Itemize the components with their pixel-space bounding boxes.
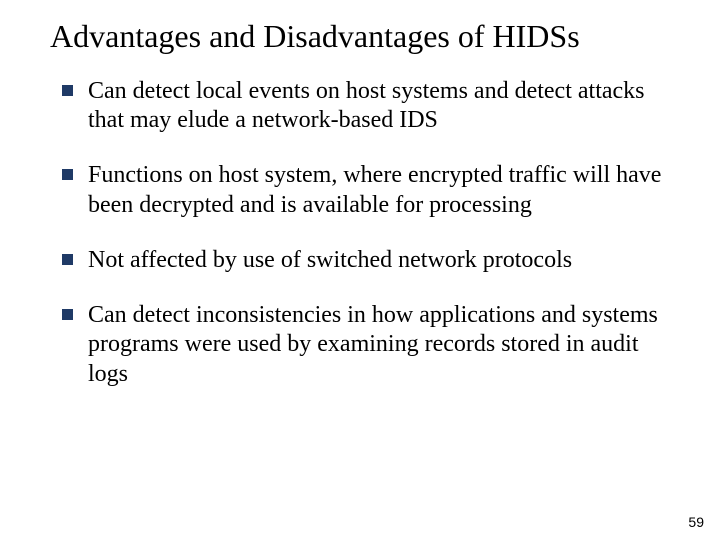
list-item: Not affected by use of switched network … xyxy=(62,246,680,275)
list-item: Functions on host system, where encrypte… xyxy=(62,161,680,220)
list-item: Can detect inconsistencies in how applic… xyxy=(62,301,680,389)
slide: Advantages and Disadvantages of HIDSs Ca… xyxy=(0,0,720,540)
slide-title: Advantages and Disadvantages of HIDSs xyxy=(50,18,680,55)
page-number: 59 xyxy=(688,514,704,530)
list-item: Can detect local events on host systems … xyxy=(62,77,680,136)
bullet-list: Can detect local events on host systems … xyxy=(50,77,680,389)
